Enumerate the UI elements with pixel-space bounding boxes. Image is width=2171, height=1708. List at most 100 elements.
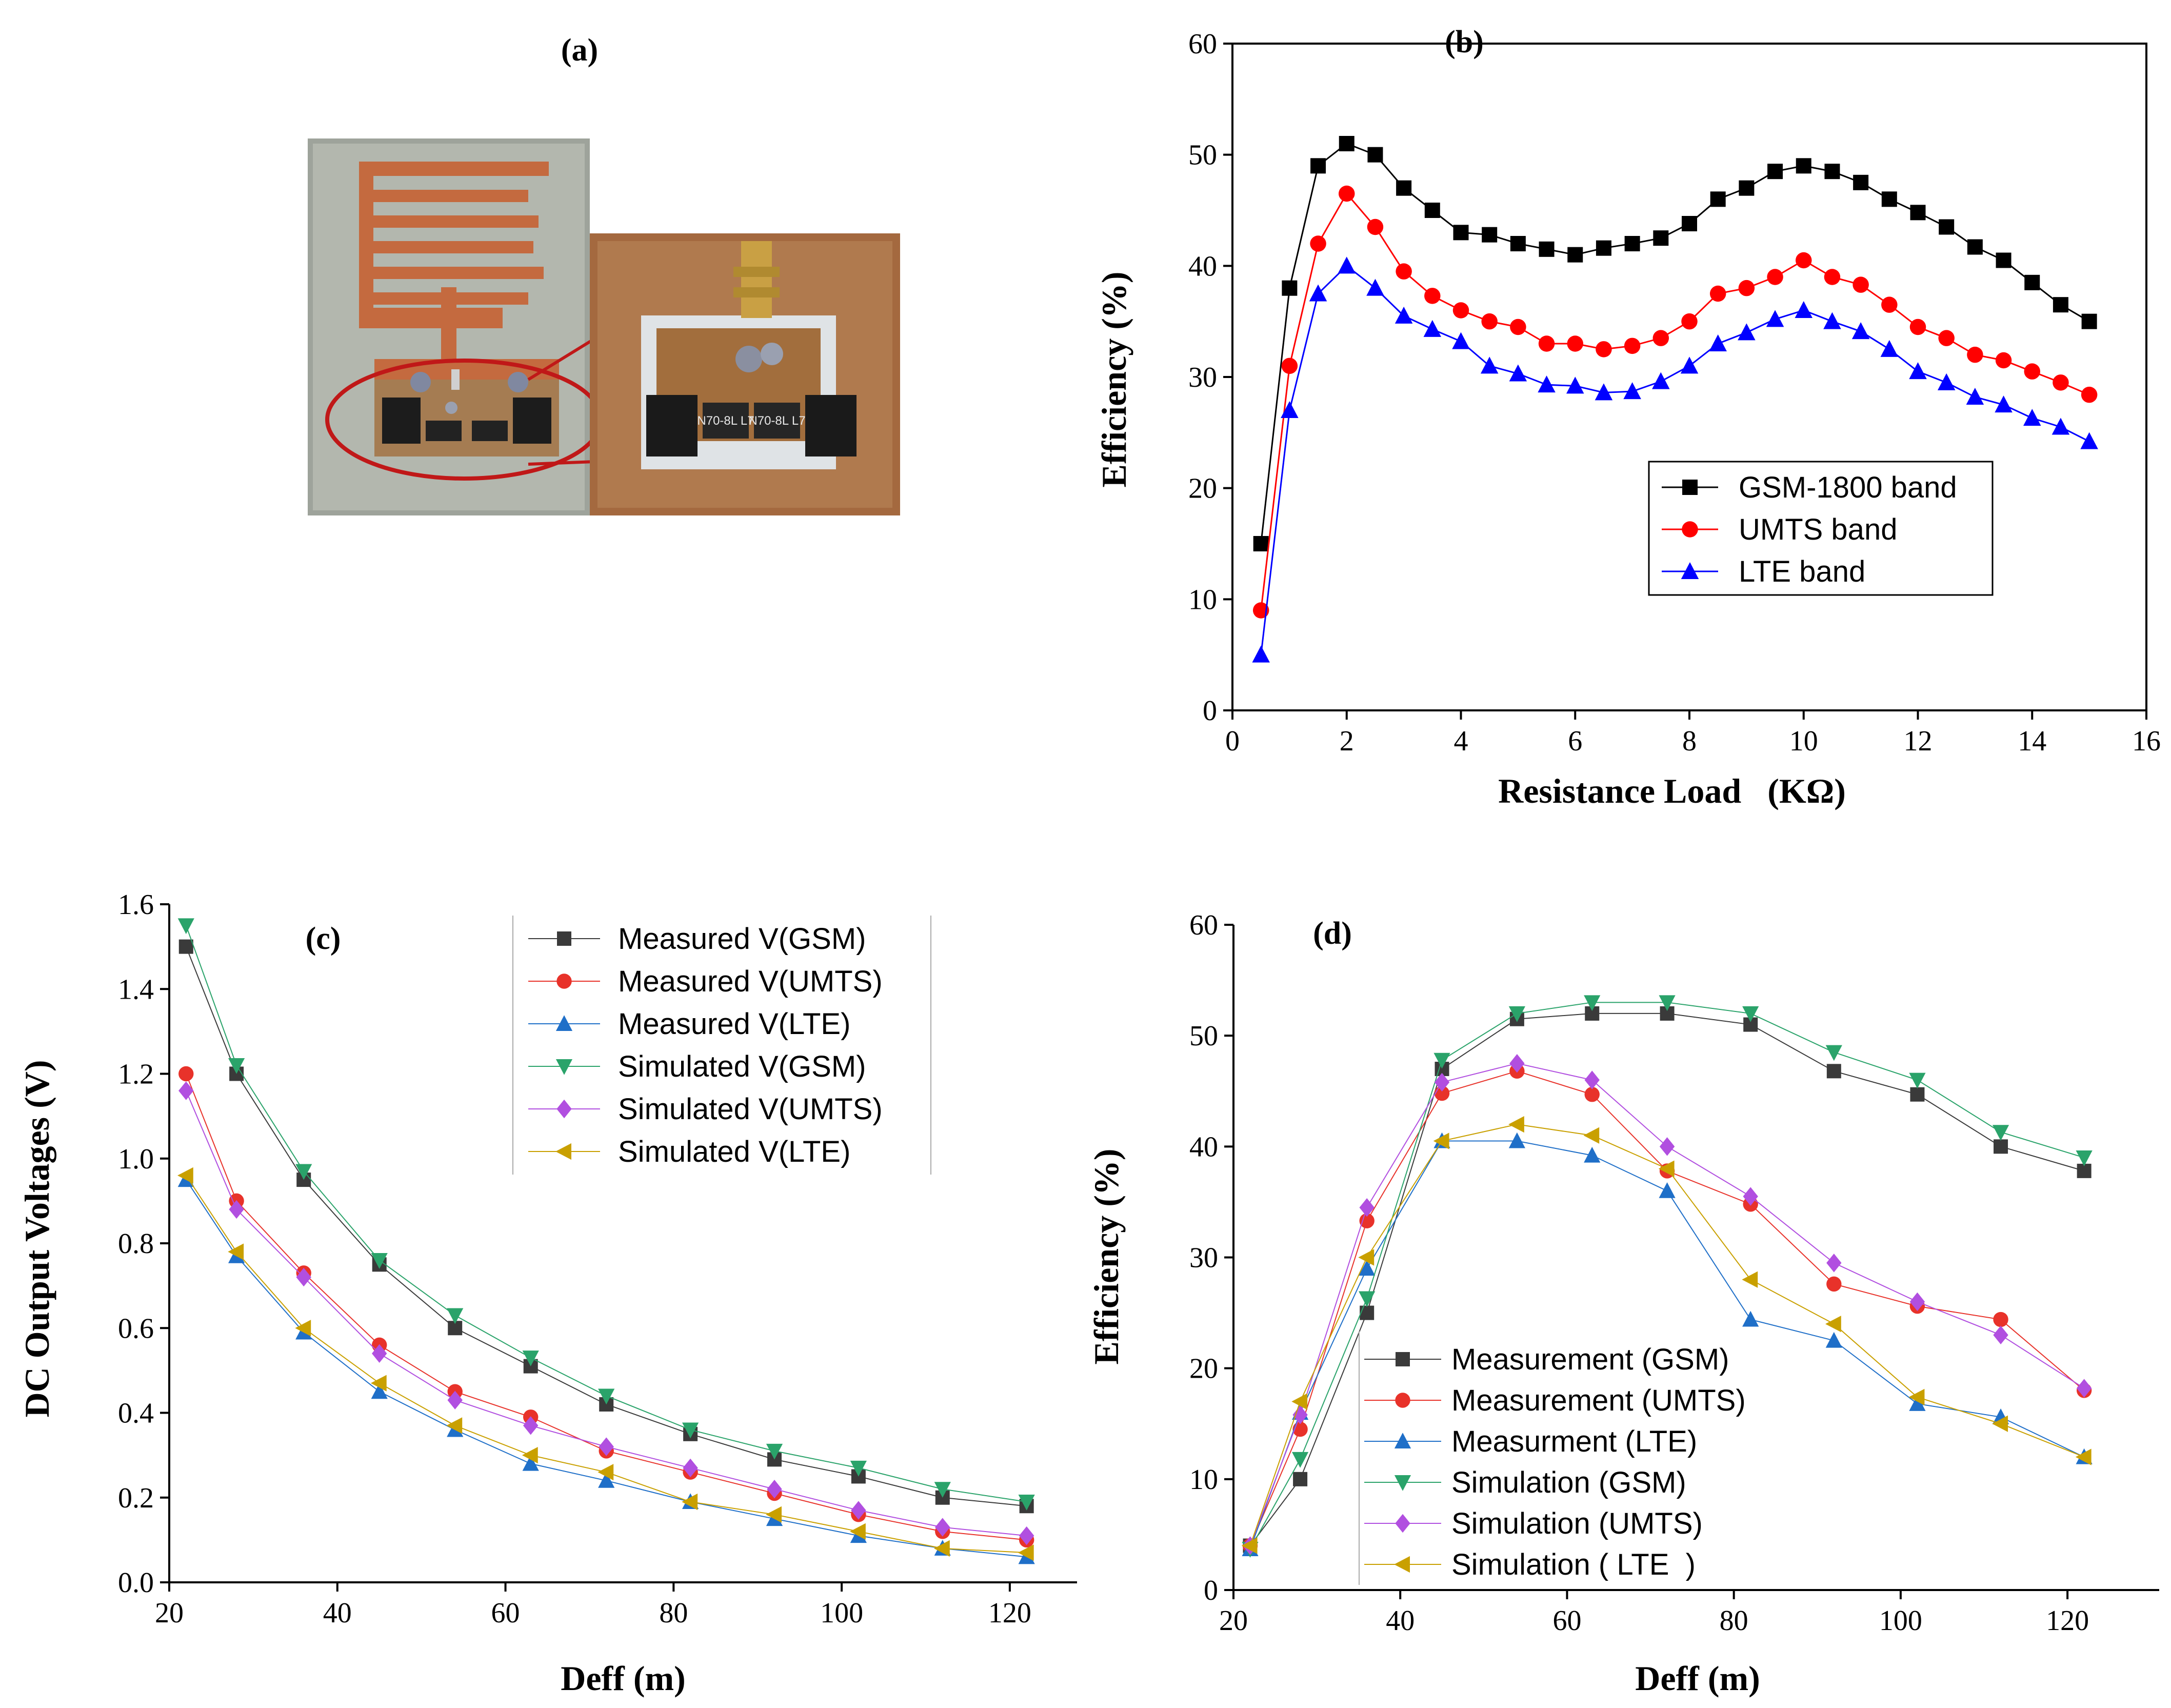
c-data-point-simulated-v-umts xyxy=(178,1081,194,1100)
c-legend-marker-measured-v-lte xyxy=(555,1015,573,1031)
d-data-point-measurement-umts xyxy=(1993,1312,2008,1327)
b-data-point-gsm-1800-band xyxy=(1510,236,1526,251)
d-data-point-simulation-umts xyxy=(1434,1073,1450,1092)
c-data-point-simulated-v-gsm xyxy=(295,1164,312,1180)
b-data-point-gsm-1800-band xyxy=(1282,280,1298,296)
b-ytick-label: 0 xyxy=(1203,695,1217,727)
d-data-point-simulation-gsm xyxy=(1825,1045,1842,1061)
b-data-point-lte-band xyxy=(1538,375,1556,393)
d-data-point-simulation-lte xyxy=(1658,1160,1675,1177)
b-data-point-lte-band xyxy=(1823,312,1841,329)
c-legend-label-simulated-v-gsm: Simulated V(GSM) xyxy=(618,1050,866,1083)
b-data-point-umts-band xyxy=(1995,352,2012,369)
b-data-point-gsm-1800-band xyxy=(1939,219,1955,235)
c-ytick-label: 0.8 xyxy=(118,1228,154,1260)
c-data-point-measured-v-gsm xyxy=(178,939,193,954)
b-data-point-umts-band xyxy=(1367,219,1384,235)
c-data-point-measured-v-lte xyxy=(371,1383,388,1399)
d-data-point-simulation-lte xyxy=(1433,1133,1449,1149)
b-data-point-lte-band xyxy=(1738,323,1756,341)
b-data-point-umts-band xyxy=(1938,330,1955,346)
b-data-point-umts-band xyxy=(1596,341,1612,358)
b-data-point-lte-band xyxy=(1880,340,1899,357)
d-xtick-label: 40 xyxy=(1386,1605,1415,1637)
d-data-point-measurement-umts xyxy=(1584,1087,1600,1102)
plot-frame-c xyxy=(168,904,1077,1583)
d-data-point-simulation-umts xyxy=(1509,1054,1525,1073)
c-data-point-simulated-v-umts xyxy=(296,1267,311,1287)
b-data-point-umts-band xyxy=(1452,302,1469,319)
c-data-point-simulated-v-lte xyxy=(370,1375,387,1392)
component-marking-left: N70-8L L7 xyxy=(697,414,754,428)
d-data-point-simulation-gsm xyxy=(1433,1052,1450,1069)
c-ytick-label: 1.0 xyxy=(118,1143,154,1175)
c-series-line-measured-v-gsm xyxy=(185,946,1027,1507)
b-data-point-gsm-1800-band xyxy=(1624,236,1640,251)
d-legend-label-simulation-umts: Simulation (UMTS) xyxy=(1451,1507,1703,1540)
d-data-point-simulation-lte xyxy=(1291,1393,1308,1410)
c-legend-label-simulated-v-lte: Simulated V(LTE) xyxy=(618,1135,850,1168)
b-data-point-lte-band xyxy=(1423,320,1442,337)
d-data-point-simulation-gsm xyxy=(1742,1006,1759,1022)
d-xtick-label: 20 xyxy=(1219,1605,1248,1637)
d-data-point-simulation-umts xyxy=(1359,1198,1375,1217)
c-data-point-simulated-v-gsm xyxy=(522,1350,539,1366)
c-legend-marker-simulated-v-gsm xyxy=(555,1059,573,1075)
b-legend-marker-lte-band xyxy=(1681,562,1699,579)
d-series-line-simulation-gsm xyxy=(1249,1002,2084,1550)
b-data-point-umts-band xyxy=(1396,263,1412,280)
d-data-point-simulation-umts xyxy=(1826,1254,1842,1273)
c-series-line-measured-v-umts xyxy=(185,1074,1027,1541)
d-legend-label-simulation-lte: Simulation ( LTE ) xyxy=(1451,1548,1696,1581)
d-data-point-simulation-gsm xyxy=(1359,1291,1376,1307)
c-data-point-simulated-v-gsm xyxy=(934,1482,951,1498)
b-data-point-gsm-1800-band xyxy=(1596,240,1611,256)
d-data-point-simulation-lte xyxy=(1241,1537,1258,1554)
b-data-point-lte-band xyxy=(1338,256,1356,274)
c-legend-label-measured-v-gsm: Measured V(GSM) xyxy=(618,922,866,956)
b-xtick-label: 2 xyxy=(1340,725,1354,757)
d-data-point-simulation-gsm xyxy=(1659,995,1676,1011)
b-data-point-umts-band xyxy=(1738,280,1755,296)
panel-c-voltage-vs-distance: 0.0 0.2 0.4 0.6 0.8 1.0 1.2 1.4 1.6 20 40 60 80 100 12… xyxy=(17,889,1077,1698)
b-xtick-label: 14 xyxy=(2018,725,2046,757)
b-data-point-gsm-1800-band xyxy=(1796,158,1811,174)
d-data-point-simulation-umts xyxy=(1584,1070,1600,1089)
d-data-point-measurment-lte xyxy=(1508,1132,1525,1148)
panel-d-label: (d) xyxy=(1313,916,1352,951)
panel-b-x-axis-title: Resistance Load (KΩ) xyxy=(1498,771,1846,810)
b-data-point-umts-band xyxy=(1967,346,1983,363)
d-data-point-simulation-gsm xyxy=(1508,1006,1525,1022)
panel-b-legend: GSM-1800 band UMTS band LTE band xyxy=(1648,461,1994,596)
b-data-point-gsm-1800-band xyxy=(1996,252,2011,268)
b-data-point-lte-band xyxy=(2052,418,2070,435)
d-ytick-label: 50 xyxy=(1189,1020,1218,1052)
d-ytick-label: 0 xyxy=(1204,1575,1218,1606)
d-data-point-measurment-lte xyxy=(1742,1310,1759,1327)
b-data-point-gsm-1800-band xyxy=(1367,147,1383,163)
d-data-point-simulation-lte xyxy=(1508,1116,1524,1133)
d-data-point-measurment-lte xyxy=(1359,1260,1376,1276)
d-data-point-simulation-gsm xyxy=(1992,1125,2009,1141)
d-data-point-measurement-gsm xyxy=(1360,1305,1375,1320)
b-ytick-label: 30 xyxy=(1188,362,1217,393)
b-data-point-gsm-1800-band xyxy=(1653,230,1669,246)
b-data-point-gsm-1800-band xyxy=(1482,227,1498,243)
c-data-point-simulated-v-lte xyxy=(597,1464,614,1481)
c-data-point-simulated-v-lte xyxy=(766,1506,782,1523)
c-xtick-label: 20 xyxy=(155,1597,184,1629)
c-legend-marker-measured-v-gsm xyxy=(557,931,571,946)
panel-c-label: (c) xyxy=(306,921,341,956)
d-legend-marker-measurement-umts xyxy=(1395,1393,1410,1408)
b-data-point-gsm-1800-band xyxy=(1424,203,1440,218)
c-ytick-label: 0.2 xyxy=(118,1482,154,1514)
b-data-point-gsm-1800-band xyxy=(1967,239,1983,255)
component-marking-right: N70-8L L7 xyxy=(748,414,805,428)
c-series-line-measured-v-lte xyxy=(185,1179,1027,1558)
b-data-point-umts-band xyxy=(1824,269,1841,285)
b-data-point-umts-band xyxy=(1652,330,1669,346)
panel-b-efficiency-vs-load: 0 10 20 30 40 50 60 0 2 4 6 8 10 12 14 16 (b) Resistanc… xyxy=(1094,25,2161,810)
c-ytick-label: 0.4 xyxy=(118,1398,154,1429)
panel-d-legend: Measurement (GSM) Measurement (UMTS) Measu… xyxy=(1359,1331,1746,1585)
d-data-point-simulation-gsm xyxy=(1909,1073,1926,1089)
